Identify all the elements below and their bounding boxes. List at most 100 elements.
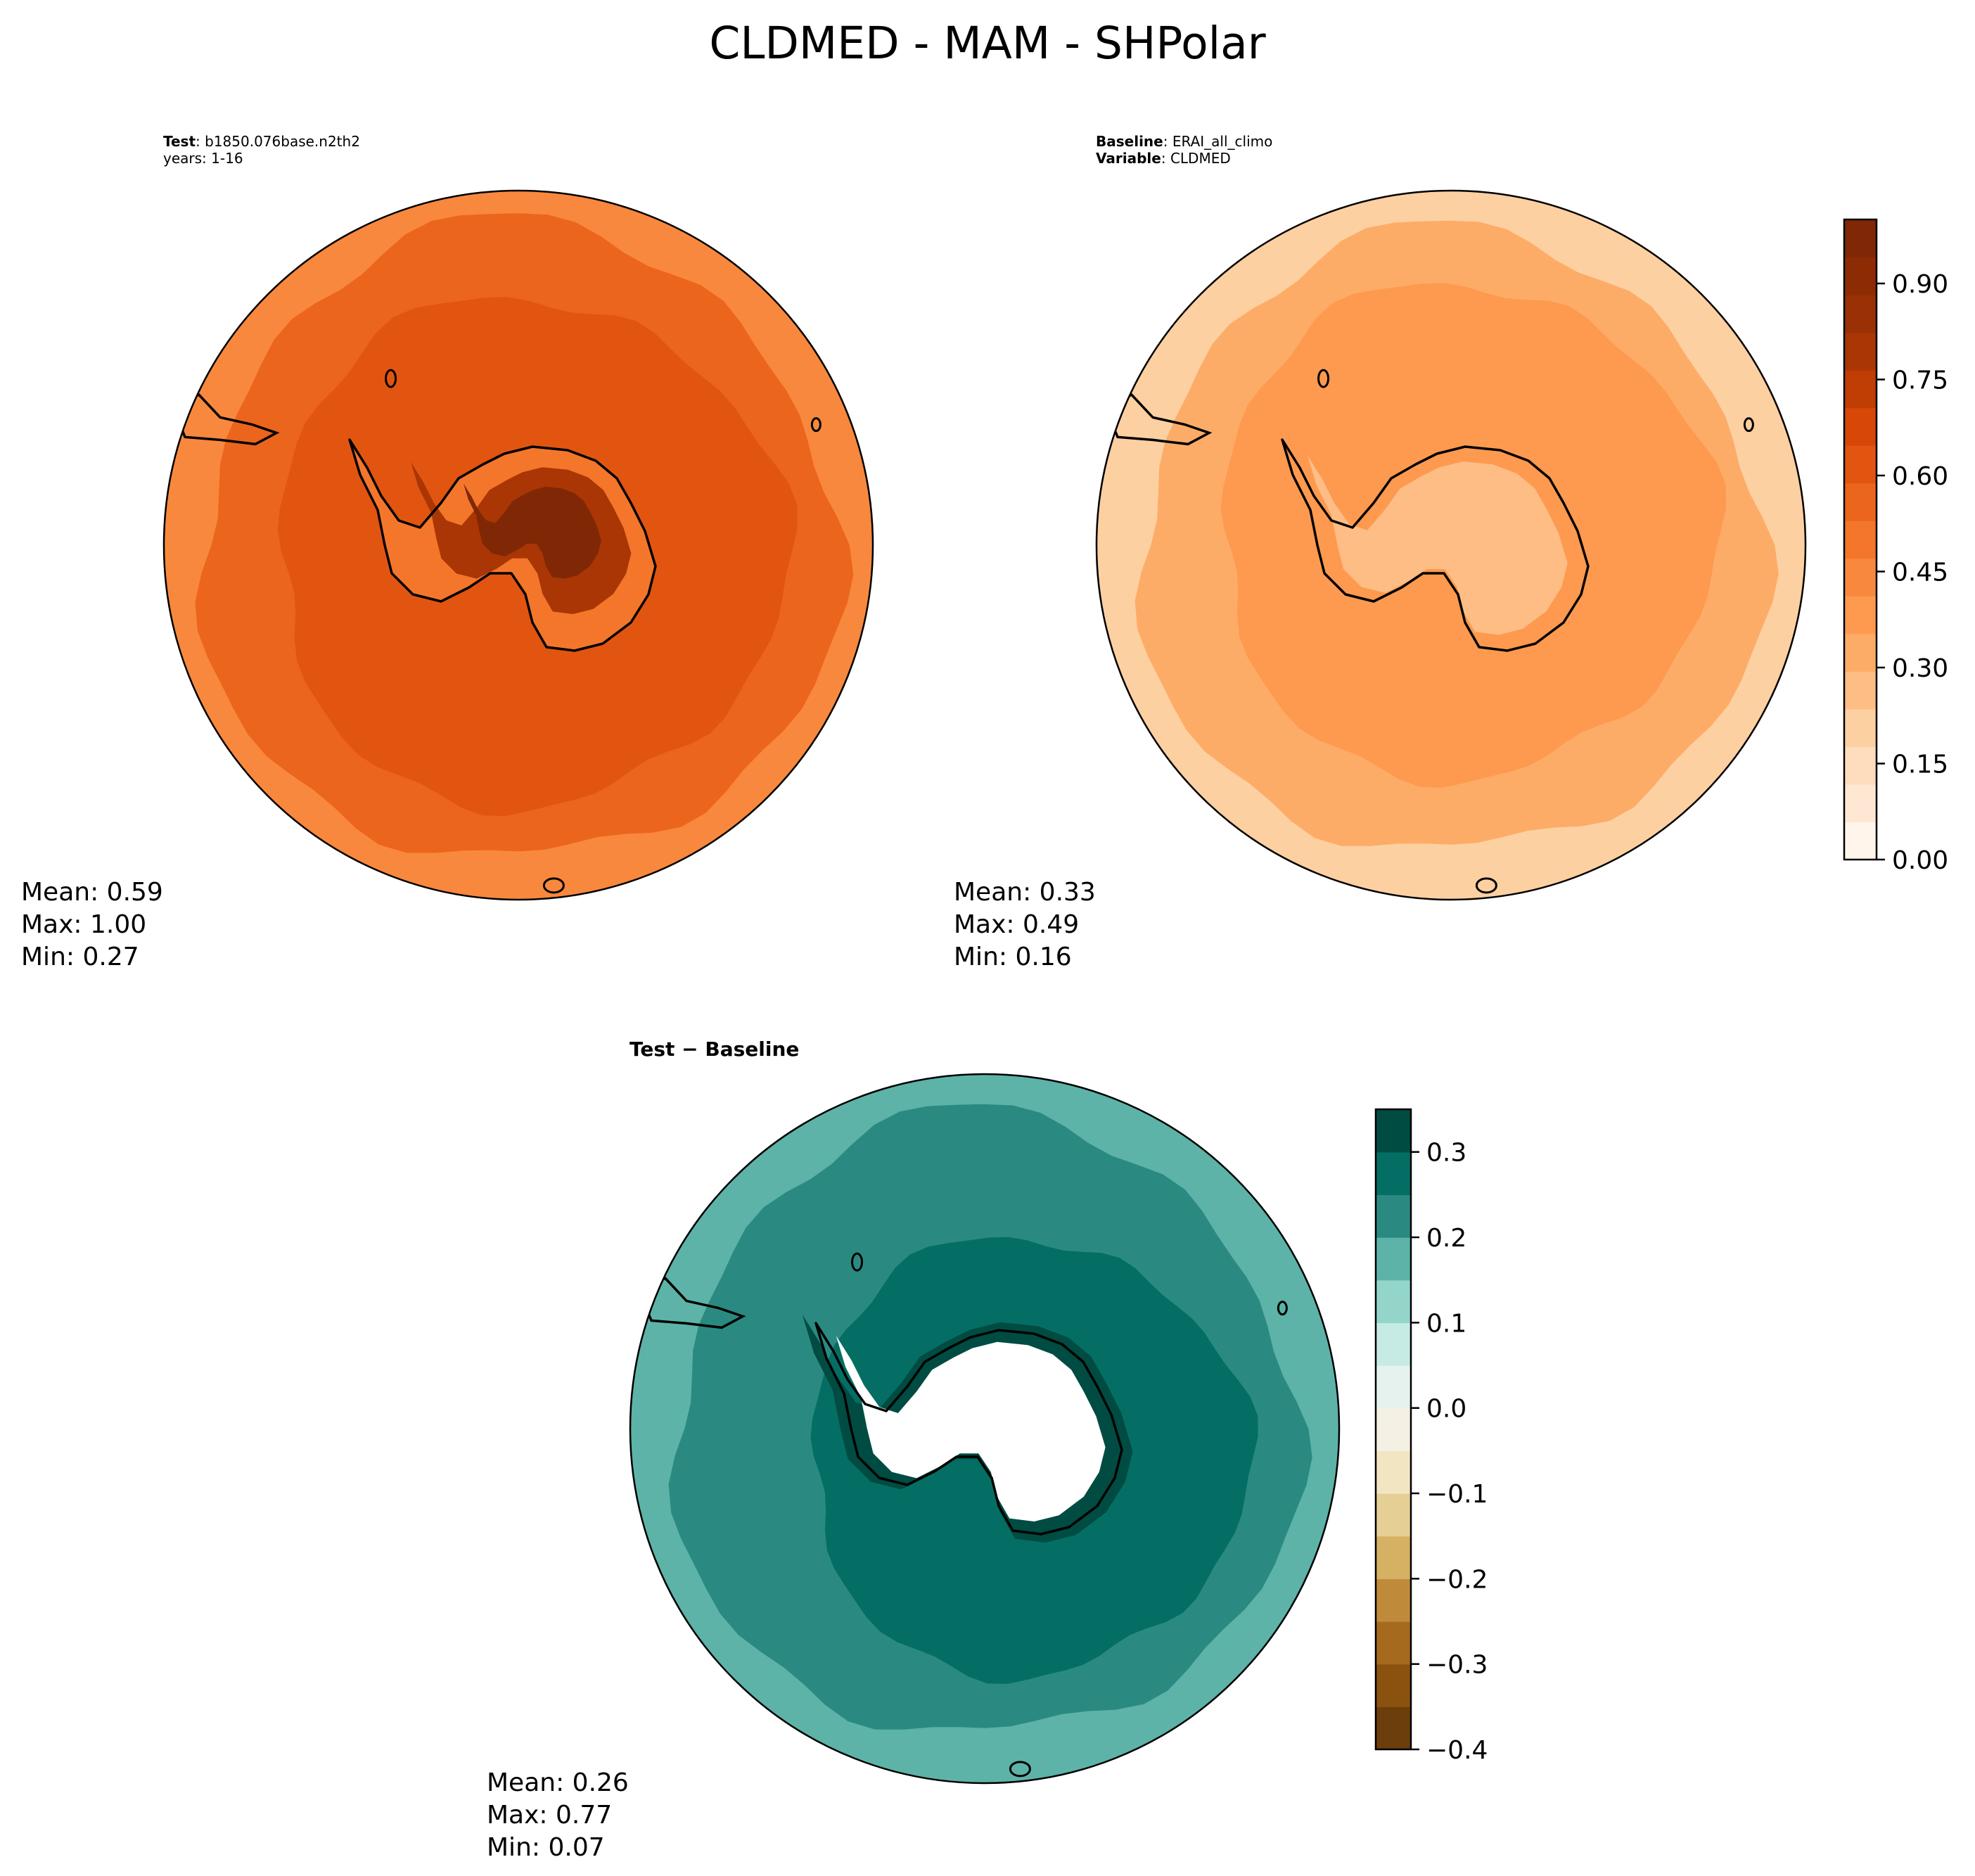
map-boundary [162, 189, 874, 901]
colorbar-segment [1844, 521, 1877, 559]
colorbar-segment [1376, 1408, 1411, 1451]
colorbar-tick-label: 0.45 [1892, 559, 1948, 587]
baseline-stat-mean: Mean: 0.33 [954, 878, 1096, 907]
colorbar-tick-label: −0.2 [1426, 1565, 1488, 1594]
island-coastline [1317, 369, 1330, 388]
test-years-label: years [163, 150, 203, 167]
baseline-label: Baseline [1096, 133, 1163, 150]
variable-name: CLDMED [1170, 150, 1231, 167]
baseline-map [1095, 189, 1807, 901]
south-america-coastline [169, 393, 280, 446]
colorbar-frame [1374, 1108, 1412, 1751]
antarctica-coastline [348, 438, 657, 652]
contour-band-antarctic-plateau-core [464, 483, 601, 579]
test-panel-header: Test: b1850.076base.n2th2 years: 1-16 [163, 133, 360, 167]
baseline-stat-max: Max: 0.49 [954, 910, 1080, 940]
colorbar-segment [1844, 746, 1877, 785]
colorbar-tick-label: −0.4 [1426, 1736, 1488, 1765]
colorbar-tick-label: 0.0 [1426, 1395, 1466, 1424]
colorbar-segment [1376, 1536, 1411, 1579]
colorbar-segment [1844, 558, 1877, 596]
colorbar-segment [1376, 1109, 1411, 1153]
colorbar-frame [1843, 218, 1878, 861]
baseline-stat-min: Min: 0.16 [954, 943, 1072, 972]
island-coastline [1277, 1301, 1288, 1316]
colorbar-segment [1844, 445, 1877, 484]
test-case-name: b1850.076base.n2th2 [205, 133, 360, 150]
colorbar-segment [1376, 1450, 1411, 1494]
colorbar-tick-label: 0.60 [1892, 462, 1948, 491]
colorbar-tick-label: 0.1 [1426, 1309, 1466, 1338]
colorbar-segment [1376, 1322, 1411, 1366]
colorbar-segment [1376, 1664, 1411, 1707]
contour-band-antarctic-interior [836, 1336, 1106, 1521]
colorbar-segment [1844, 370, 1877, 409]
map-boundary [629, 1073, 1341, 1785]
colorbar-segment [1844, 295, 1877, 333]
difference-stats: Mean: 0.26 Max: 0.77 Min: 0.07 [487, 1767, 629, 1864]
colorbar-tick-label: −0.1 [1426, 1480, 1488, 1509]
colorbar-tick-label: 0.15 [1892, 751, 1948, 779]
antarctica-coastline [814, 1322, 1123, 1536]
colorbar-segment [1844, 596, 1877, 634]
colorbar-tick-label: 0.3 [1426, 1139, 1466, 1168]
colorbar-segment [1376, 1151, 1411, 1195]
colorbar-segment [1844, 219, 1877, 258]
difference-stat-mean: Mean: 0.26 [487, 1768, 629, 1797]
colorbar-segment [1376, 1194, 1411, 1238]
test-map [162, 189, 874, 901]
island-coastline [851, 1252, 864, 1272]
island-coastline [542, 877, 565, 894]
colorbar-tick-label: 0.90 [1892, 270, 1948, 299]
colorbar-segment [1844, 671, 1877, 710]
island-coastline [1743, 417, 1754, 433]
difference-panel-title: Test − Baseline [629, 1038, 800, 1061]
test-label: Test [163, 133, 196, 150]
colorbar-segment [1376, 1578, 1411, 1622]
colorbar-tick-label: 0.75 [1892, 366, 1948, 395]
antarctica-coastline [1281, 438, 1590, 652]
test-stat-mean: Mean: 0.59 [21, 878, 163, 907]
colorbar-segment [1844, 407, 1877, 446]
island-coastline [810, 417, 822, 433]
difference-map [629, 1073, 1341, 1785]
difference-stat-max: Max: 0.77 [487, 1801, 613, 1830]
colorbar-tick-label: −0.3 [1426, 1651, 1488, 1680]
baseline-case-name: ERAI_all_climo [1172, 133, 1273, 150]
difference-stat-min: Min: 0.07 [487, 1833, 605, 1863]
colorbar-segment [1376, 1621, 1411, 1665]
contour-band-antarctic-interior [1308, 455, 1568, 635]
baseline-panel-header: Baseline: ERAI_all_climo Variable: CLDME… [1096, 133, 1273, 167]
colorbar-segment [1844, 332, 1877, 371]
colorbar-tick-label: 0.00 [1892, 846, 1948, 875]
island-coastline [385, 369, 397, 388]
variable-label: Variable [1096, 150, 1161, 167]
colorbar-segment [1376, 1365, 1411, 1409]
colorbar-segment [1376, 1706, 1411, 1750]
map-boundary [1095, 189, 1807, 901]
colorbar-segment [1376, 1237, 1411, 1281]
south-america-coastline [635, 1277, 746, 1329]
island-coastline [1475, 877, 1497, 894]
test-stats: Mean: 0.59 Max: 1.00 Min: 0.27 [21, 876, 163, 974]
test-stat-max: Max: 1.00 [21, 910, 147, 940]
island-coastline [1009, 1761, 1031, 1778]
colorbar-tick-label: 0.2 [1426, 1224, 1466, 1253]
baseline-stats: Mean: 0.33 Max: 0.49 Min: 0.16 [954, 876, 1096, 974]
colorbar-tick-label: 0.30 [1892, 654, 1948, 683]
colorbar-segment [1376, 1493, 1411, 1537]
page-title: CLDMED - MAM - SHPolar [709, 18, 1266, 69]
colorbar-sequential: 0.00 0.15 0.30 0.45 0.60 0.75 0.90 [1843, 218, 1948, 875]
colorbar-segment [1844, 633, 1877, 672]
colorbar-diverging: −0.4 −0.3 −0.2 −0.1 0.0 0.1 0.2 0.3 [1374, 1108, 1488, 1765]
test-stat-min: Min: 0.27 [21, 943, 139, 972]
colorbar-segment [1844, 822, 1877, 860]
colorbar-segment [1844, 483, 1877, 521]
colorbar-segment [1844, 708, 1877, 747]
colorbar-segment [1376, 1280, 1411, 1323]
south-america-coastline [1101, 393, 1213, 446]
test-years-value: 1-16 [211, 150, 243, 167]
colorbar-segment [1844, 784, 1877, 822]
